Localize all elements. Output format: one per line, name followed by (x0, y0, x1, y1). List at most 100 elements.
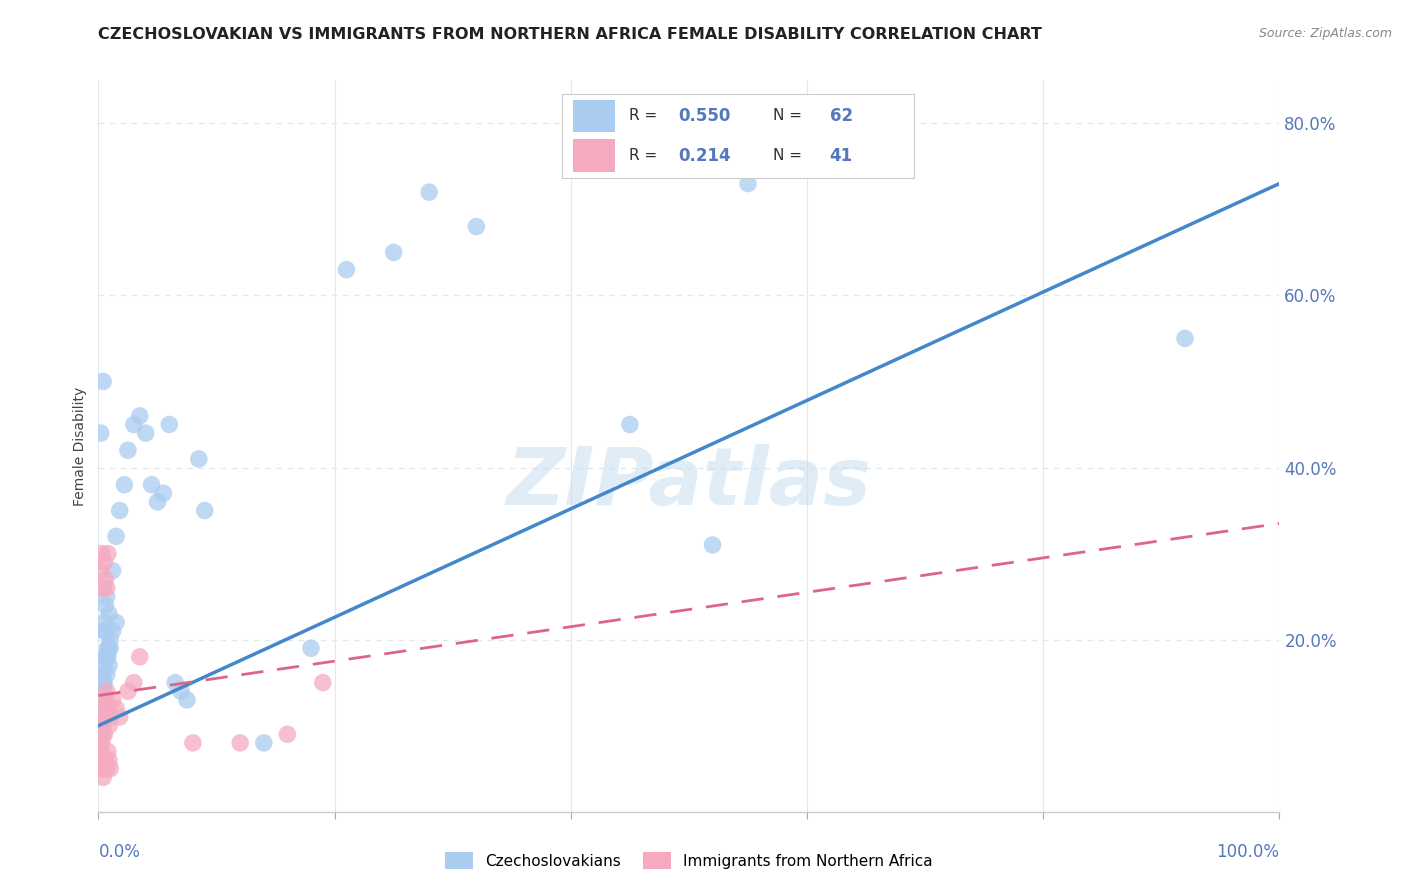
Point (253, 736, 276, 750)
Point (312, 675, 335, 690)
Point (90, 426, 112, 441)
Point (101, 693, 124, 707)
Point (90, 701, 112, 715)
Point (108, 503, 131, 517)
Text: 0.214: 0.214 (678, 146, 731, 164)
Point (299, 641, 322, 656)
Point (91, 675, 114, 690)
Point (187, 451, 209, 466)
Point (117, 443, 139, 458)
Point (96, 581, 118, 595)
Point (91, 770, 114, 784)
Point (94, 624, 117, 638)
Point (105, 529, 128, 543)
Point (98, 710, 121, 724)
Text: 62: 62 (830, 107, 852, 125)
Point (97, 701, 120, 715)
Point (89, 710, 111, 724)
Point (91, 727, 114, 741)
Point (128, 409, 150, 423)
Point (702, 538, 724, 552)
Point (89, 736, 111, 750)
Point (737, 177, 759, 191)
Point (93, 710, 115, 724)
Point (90, 727, 112, 741)
Text: 0.550: 0.550 (678, 107, 731, 125)
Point (96, 667, 118, 681)
Point (105, 701, 128, 715)
Point (98, 753, 121, 767)
Point (101, 624, 124, 638)
Point (335, 262, 357, 277)
Point (90, 719, 112, 733)
Point (89, 719, 111, 733)
Text: 41: 41 (830, 146, 852, 164)
Point (91, 581, 114, 595)
Point (276, 727, 298, 741)
Point (93, 615, 115, 630)
Point (176, 693, 198, 707)
Point (91, 684, 114, 698)
Point (97, 641, 120, 656)
Point (93, 555, 115, 569)
Point (97, 744, 120, 758)
Text: R =: R = (630, 108, 658, 123)
Point (94, 598, 117, 612)
Text: R =: R = (630, 148, 658, 163)
Text: Source: ZipAtlas.com: Source: ZipAtlas.com (1258, 27, 1392, 40)
Point (91, 684, 114, 698)
Point (418, 185, 440, 199)
Point (108, 710, 131, 724)
FancyBboxPatch shape (574, 139, 616, 171)
Point (135, 426, 157, 441)
Point (146, 495, 169, 509)
Point (94, 573, 117, 587)
Point (165, 675, 187, 690)
Text: N =: N = (773, 108, 803, 123)
Point (90, 762, 112, 776)
Point (128, 649, 150, 664)
Point (91, 701, 114, 715)
Point (112, 477, 135, 491)
Point (98, 762, 121, 776)
Text: 0.0%: 0.0% (98, 843, 141, 861)
Point (91, 719, 114, 733)
Point (90, 564, 112, 578)
Point (152, 486, 174, 500)
Point (91, 667, 114, 681)
Point (96, 649, 118, 664)
Point (141, 477, 163, 491)
Point (98, 658, 121, 673)
Point (96, 590, 118, 604)
Point (90, 684, 112, 698)
Point (93, 727, 115, 741)
Point (97, 641, 120, 656)
FancyBboxPatch shape (574, 100, 616, 132)
Point (122, 417, 145, 432)
Point (382, 245, 405, 260)
Point (181, 736, 204, 750)
Y-axis label: Female Disability: Female Disability (73, 386, 87, 506)
Point (97, 547, 120, 561)
Point (97, 649, 120, 664)
Text: 100.0%: 100.0% (1216, 843, 1279, 861)
Point (91, 693, 114, 707)
Point (194, 503, 217, 517)
Legend: Czechoslovakians, Immigrants from Northern Africa: Czechoslovakians, Immigrants from Northe… (439, 846, 939, 875)
Point (96, 684, 118, 698)
Point (170, 684, 193, 698)
Point (94, 649, 117, 664)
Point (93, 675, 115, 690)
Point (619, 417, 641, 432)
Point (91, 547, 114, 561)
Point (93, 762, 115, 776)
Point (91, 675, 114, 690)
Text: N =: N = (773, 148, 803, 163)
Point (96, 762, 118, 776)
Point (94, 753, 117, 767)
Point (101, 564, 124, 578)
Text: CZECHOSLOVAKIAN VS IMMIGRANTS FROM NORTHERN AFRICA FEMALE DISABILITY CORRELATION: CZECHOSLOVAKIAN VS IMMIGRANTS FROM NORTH… (98, 27, 1042, 42)
Point (91, 375, 114, 389)
Point (157, 417, 180, 432)
Point (94, 693, 117, 707)
